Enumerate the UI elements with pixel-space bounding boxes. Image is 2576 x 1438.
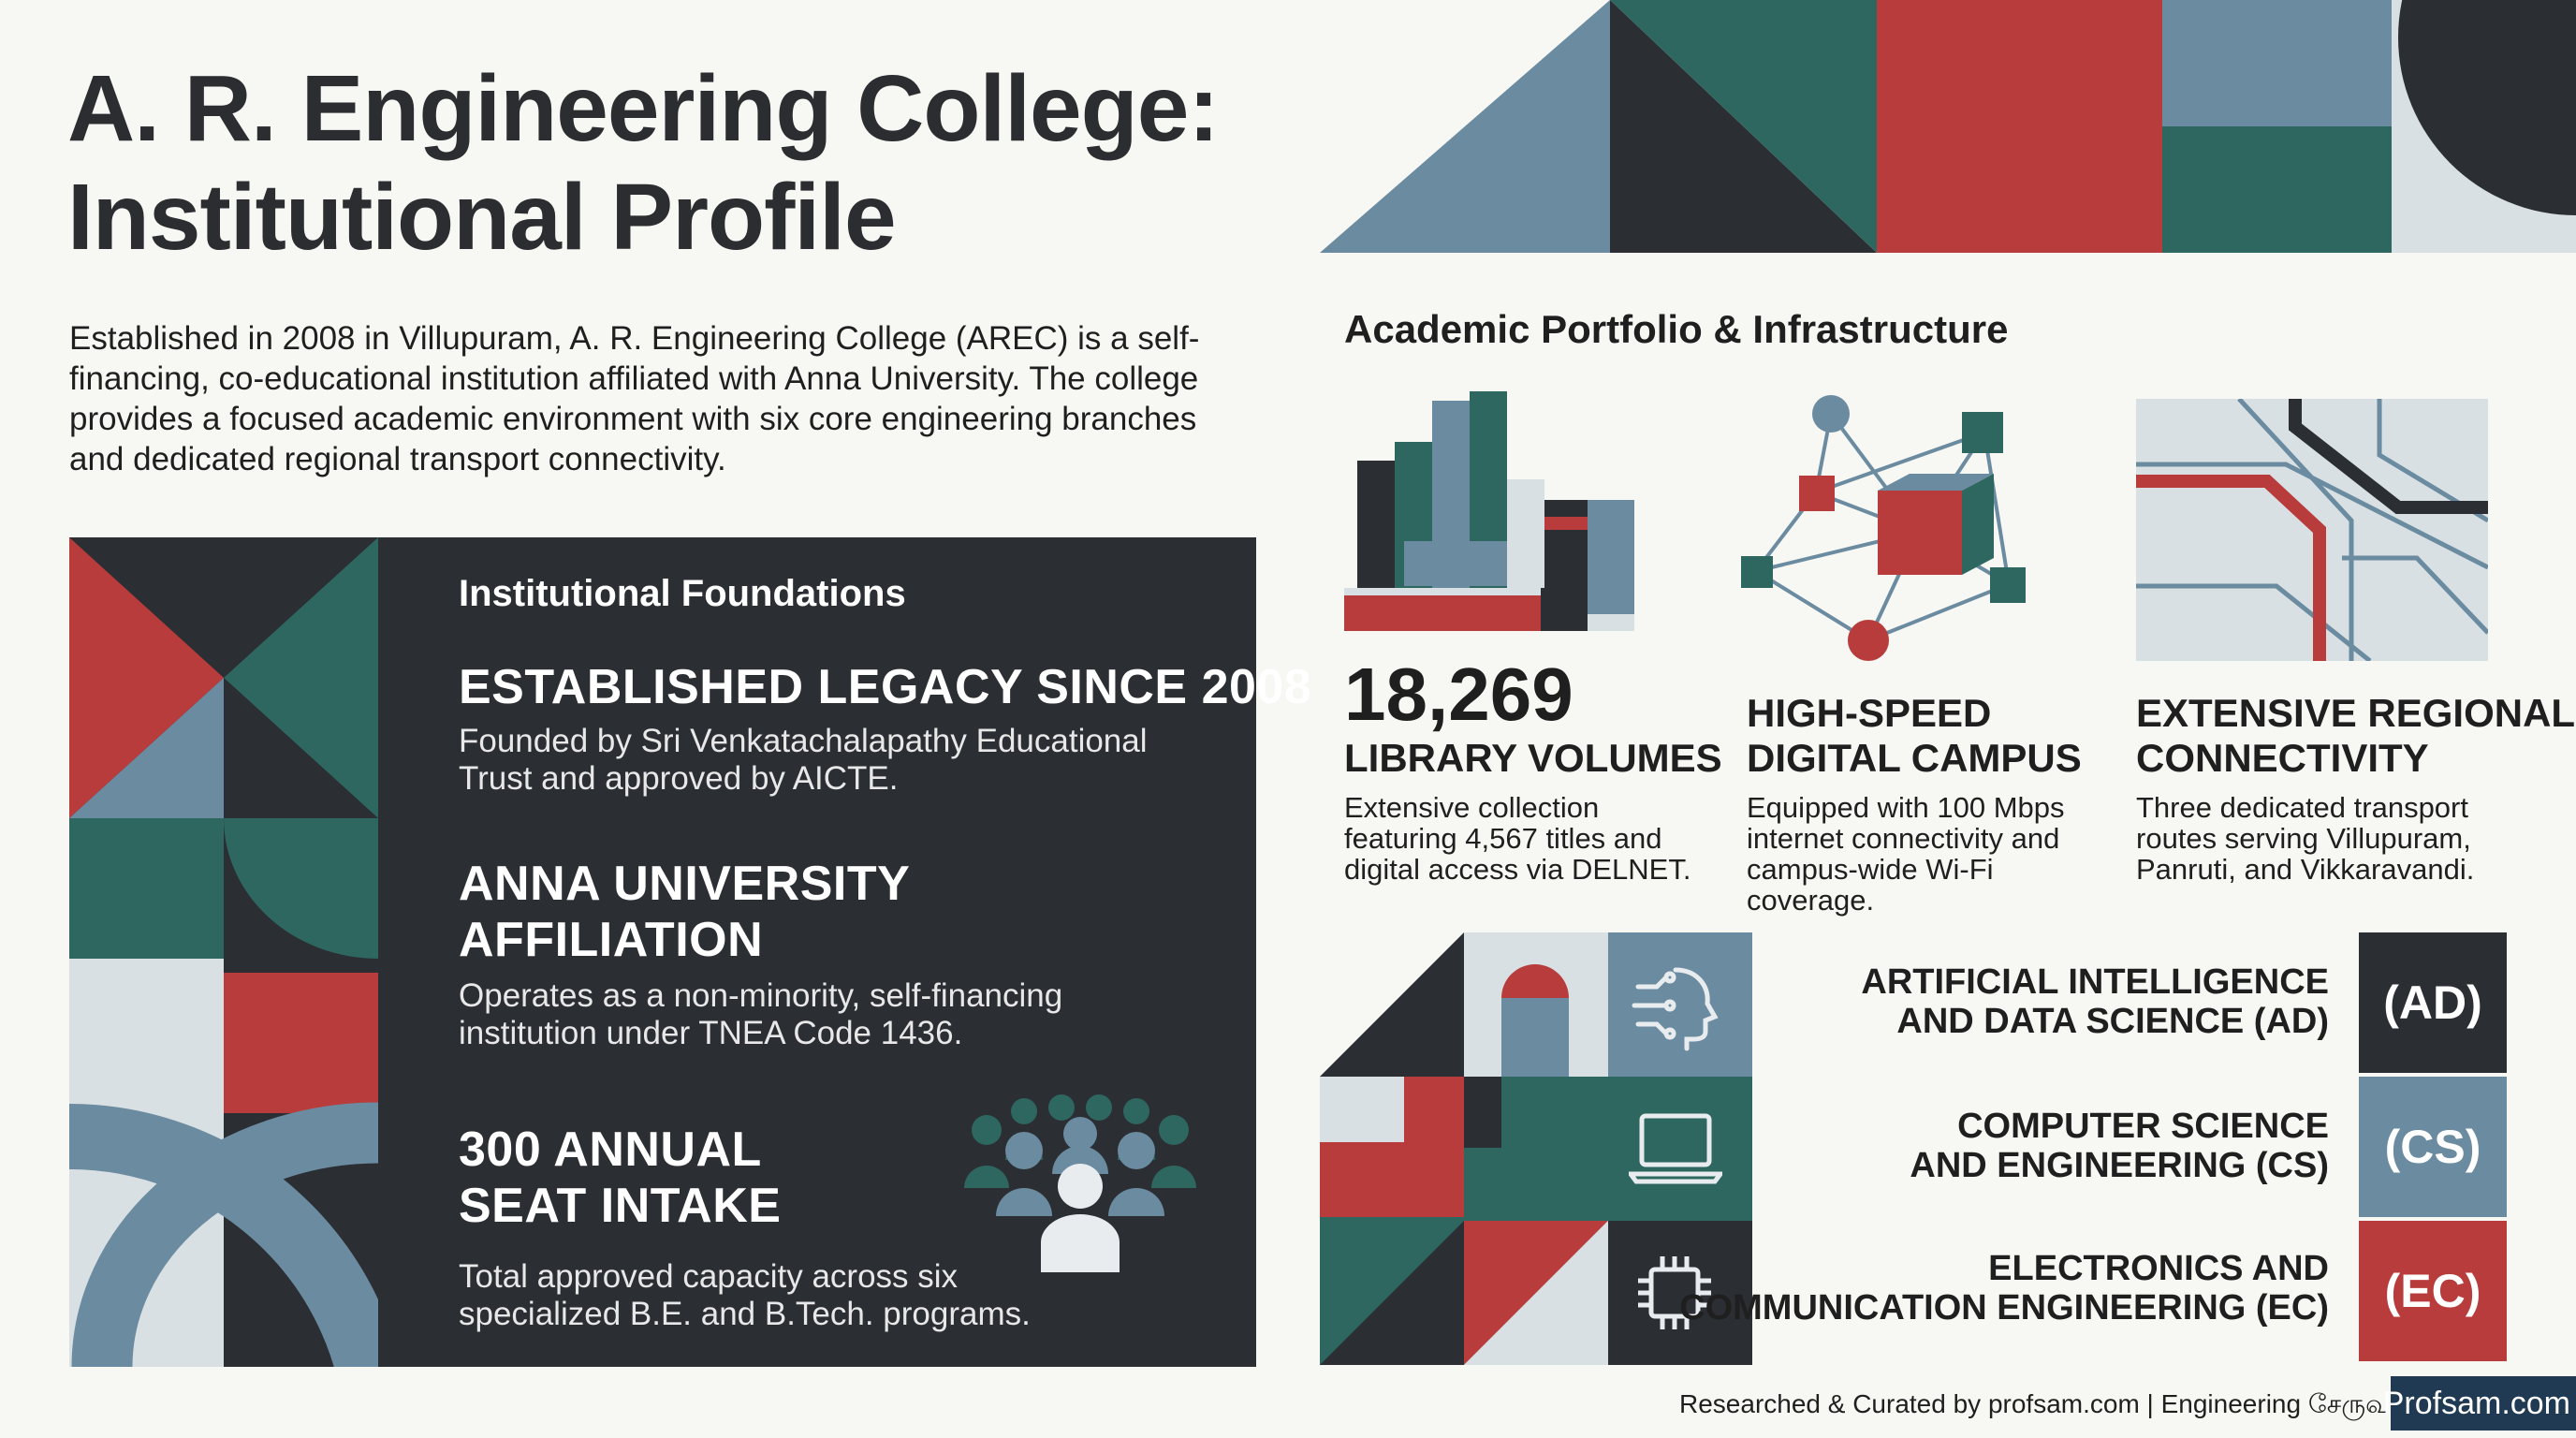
title-line-2: Institutional Profile: [67, 165, 897, 270]
ai-head-icon: [1632, 967, 1719, 1051]
connectivity-title-line-2: CONNECTIVITY: [2136, 736, 2429, 780]
program-cs-line-1: COMPUTER SCIENCE: [1957, 1107, 2329, 1146]
footer-credit: Researched & Curated by profsam.com | En…: [1679, 1389, 2391, 1418]
library-volumes-count: 18,269: [1344, 653, 1573, 736]
program-ec-name: ELECTRONICS AND COMMUNICATION ENGINEERIN…: [1580, 1249, 2329, 1328]
foundations-heading: Institutional Foundations: [459, 573, 906, 614]
foundations-panel: [69, 537, 1256, 1367]
digital-campus-title-line-1: HIGH-SPEED: [1747, 691, 1992, 735]
connectivity-text: Three dedicated transport routes serving…: [2136, 791, 2475, 886]
connectivity-title-line-1: EXTENSIVE REGIONAL: [2136, 691, 2576, 735]
program-ad-line-2: AND DATA SCIENCE (AD): [1896, 1002, 2329, 1041]
affiliation-title-line-2: AFFILIATION: [459, 913, 764, 967]
academic-heading: Academic Portfolio & Infrastructure: [1344, 307, 2009, 351]
intake-title: 300 ANNUAL SEAT INTAKE: [459, 1122, 781, 1234]
intake-text: Total approved capacity across six speci…: [459, 1258, 1031, 1332]
library-title: LIBRARY VOLUMES: [1344, 736, 1722, 780]
program-ad-name: ARTIFICIAL INTELLIGENCE AND DATA SCIENCE…: [1580, 962, 2329, 1041]
program-ad-badge: (AD): [2359, 932, 2507, 1073]
profsam-logo[interactable]: Profsam.com: [2383, 1376, 2576, 1431]
people-group-icon: [964, 1094, 1196, 1272]
intake-title-line-1: 300 ANNUAL: [459, 1123, 762, 1177]
network-icon: [1741, 395, 2026, 661]
title-line-1: A. R. Engineering College:: [67, 56, 1220, 161]
digital-campus-title: HIGH-SPEED DIGITAL CAMPUS: [1747, 691, 2082, 781]
affiliation-title: ANNA UNIVERSITY AFFILIATION: [459, 856, 910, 968]
library-text: Extensive collection featuring 4,567 tit…: [1344, 791, 1691, 886]
intake-title-line-2: SEAT INTAKE: [459, 1179, 782, 1233]
books-icon: [1344, 391, 1634, 631]
legacy-title: ESTABLISHED LEGACY SINCE 2008: [459, 660, 1312, 714]
digital-campus-text: Equipped with 100 Mbps internet connecti…: [1747, 791, 2065, 917]
laptop-icon: [1629, 1113, 1722, 1184]
program-cs-name: COMPUTER SCIENCE AND ENGINEERING (CS): [1580, 1107, 2329, 1185]
route-map-icon: [2136, 399, 2488, 661]
intro-paragraph: Established in 2008 in Villupuram, A. R.…: [69, 320, 1200, 477]
programs-mosaic: [1320, 932, 1752, 1365]
digital-campus-title-line-2: DIGITAL CAMPUS: [1747, 736, 2082, 780]
program-cs-badge: (CS): [2359, 1077, 2507, 1217]
geometric-decoration: [69, 537, 378, 1367]
page-title: A. R. Engineering College: Institutional…: [67, 54, 1220, 271]
connectivity-title: EXTENSIVE REGIONAL CONNECTIVITY: [2136, 691, 2575, 781]
program-ec-line-1: ELECTRONICS AND: [1988, 1249, 2329, 1288]
program-ad-line-1: ARTIFICIAL INTELLIGENCE: [1861, 962, 2329, 1002]
geometric-banner: [1320, 0, 2576, 253]
legacy-text: Founded by Sri Venkatachalapathy Educati…: [459, 723, 1148, 797]
chip-icon: [1638, 1256, 1711, 1329]
program-cs-line-2: AND ENGINEERING (CS): [1910, 1146, 2329, 1185]
program-ec-badge: (EC): [2359, 1221, 2507, 1361]
affiliation-text: Operates as a non-minority, self-financi…: [459, 977, 1063, 1051]
affiliation-title-line-1: ANNA UNIVERSITY: [459, 857, 911, 911]
program-ec-line-2: COMMUNICATION ENGINEERING (EC): [1679, 1288, 2329, 1328]
